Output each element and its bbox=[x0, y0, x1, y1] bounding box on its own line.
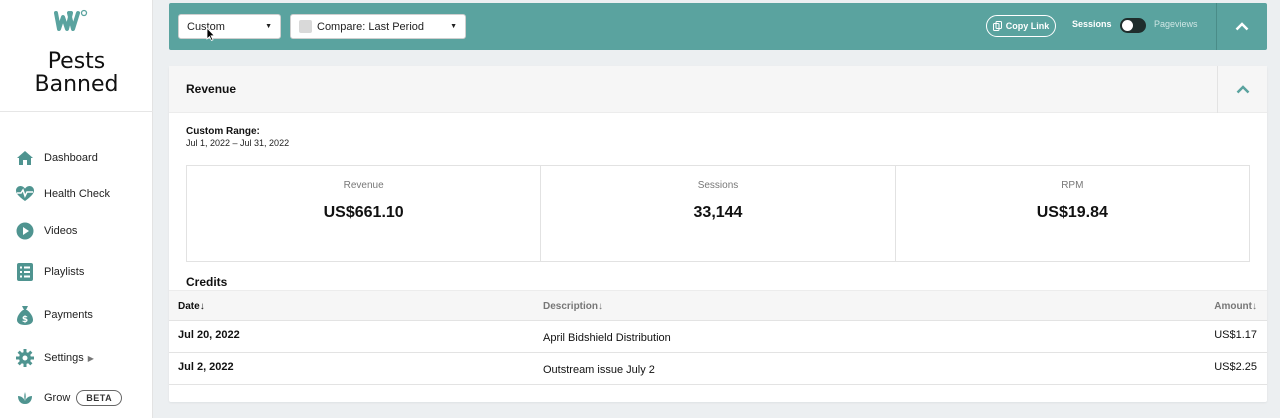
sidebar-divider bbox=[0, 111, 153, 112]
heart-pulse-icon bbox=[16, 185, 34, 203]
mouse-cursor-icon bbox=[206, 27, 216, 41]
stat-rpm: RPM US$19.84 bbox=[896, 166, 1249, 261]
date-range-value: Custom bbox=[187, 20, 225, 33]
chevron-up-icon bbox=[1236, 85, 1249, 94]
beta-badge: BETA bbox=[76, 390, 123, 406]
playlist-icon bbox=[16, 263, 34, 281]
brand-name: Pests Banned bbox=[0, 50, 153, 96]
row-amount: US$1.17 bbox=[1214, 329, 1257, 341]
sidebar-item-playlists[interactable]: Playlists bbox=[16, 263, 84, 281]
row-description: April Bidshield Distribution bbox=[543, 332, 671, 344]
sidebar-item-label: Videos bbox=[44, 225, 78, 237]
collapse-toolbar-button[interactable] bbox=[1217, 3, 1267, 50]
money-bag-icon: $ bbox=[16, 306, 34, 325]
sidebar-item-label: Health Check bbox=[44, 188, 111, 200]
toggle-knob bbox=[1122, 20, 1133, 31]
brand-line-2: Banned bbox=[34, 72, 119, 97]
credits-table: Date↓ Description↓ Amount↓ Jul 20, 2022 … bbox=[169, 290, 1267, 385]
copy-icon bbox=[992, 21, 1002, 31]
sidebar-item-health-check[interactable]: Health Check bbox=[16, 185, 110, 203]
stat-label: RPM bbox=[1061, 180, 1084, 191]
row-amount: US$2.25 bbox=[1214, 361, 1257, 373]
column-header-date[interactable]: Date↓ bbox=[178, 301, 205, 312]
custom-range-value: Jul 1, 2022 – Jul 31, 2022 bbox=[186, 138, 290, 148]
custom-range-label: Custom Range: bbox=[186, 126, 260, 137]
revenue-card-header: Revenue bbox=[169, 66, 1267, 113]
sidebar-item-label: Payments bbox=[44, 309, 93, 321]
sidebar-item-dashboard[interactable]: Dashboard bbox=[16, 149, 98, 167]
stat-label: Sessions bbox=[697, 180, 739, 191]
stat-value: US$19.84 bbox=[1036, 204, 1108, 221]
column-header-amount[interactable]: Amount↓ bbox=[1214, 301, 1257, 312]
toolbar-divider bbox=[1216, 3, 1217, 50]
leaf-icon bbox=[16, 389, 34, 407]
chevron-right-icon: ▶ bbox=[87, 353, 94, 363]
sidebar-item-grow[interactable]: Grow BETA bbox=[16, 389, 123, 407]
caret-down-icon: ▼ bbox=[265, 23, 272, 30]
toggle-sessions-label: Sessions bbox=[1072, 19, 1112, 29]
date-range-select[interactable]: Custom ▼ bbox=[178, 14, 281, 39]
stat-label: Revenue bbox=[343, 180, 384, 191]
stats-panel: Revenue US$661.10 Sessions 33,144 RPM US… bbox=[186, 165, 1250, 262]
svg-text:$: $ bbox=[22, 315, 28, 325]
table-row: Jul 20, 2022 April Bidshield Distributio… bbox=[169, 321, 1267, 353]
copy-link-label: Copy Link bbox=[1005, 21, 1050, 31]
sidebar-item-label: Settings bbox=[44, 352, 84, 364]
home-icon bbox=[16, 149, 34, 167]
revenue-card: Revenue Custom Range: Jul 1, 2022 – Jul … bbox=[169, 66, 1267, 402]
compare-color-swatch bbox=[299, 20, 312, 33]
toggle-pageviews-label: Pageviews bbox=[1154, 19, 1198, 29]
table-row: Jul 2, 2022 Outstream issue July 2 US$2.… bbox=[169, 353, 1267, 385]
sidebar: Pests Banned Dashboard Health Check Vide… bbox=[0, 0, 153, 418]
gear-icon bbox=[16, 349, 34, 367]
column-header-description[interactable]: Description↓ bbox=[543, 301, 604, 312]
collapse-revenue-button[interactable] bbox=[1218, 66, 1267, 113]
caret-down-icon: ▼ bbox=[450, 23, 457, 30]
filter-toolbar: Custom ▼ Compare: Last Period ▼ Copy Lin… bbox=[169, 3, 1267, 50]
chevron-up-icon bbox=[1235, 22, 1249, 31]
sidebar-item-payments[interactable]: $ Payments bbox=[16, 306, 93, 325]
compare-value: Compare: Last Period bbox=[317, 20, 424, 33]
copy-link-button[interactable]: Copy Link bbox=[986, 15, 1056, 37]
brand-line-1: Pests bbox=[47, 49, 106, 74]
sessions-pageviews-toggle[interactable] bbox=[1120, 18, 1146, 33]
sidebar-item-videos[interactable]: Videos bbox=[16, 222, 77, 240]
row-date: Jul 20, 2022 bbox=[178, 329, 240, 341]
stat-value: 33,144 bbox=[693, 204, 743, 221]
stat-sessions: Sessions 33,144 bbox=[541, 166, 896, 261]
row-description: Outstream issue July 2 bbox=[543, 364, 655, 376]
stat-value: US$661.10 bbox=[323, 204, 404, 221]
sidebar-item-settings[interactable]: Settings ▶ bbox=[16, 349, 94, 367]
stat-revenue: Revenue US$661.10 bbox=[187, 166, 542, 261]
card-title: Revenue bbox=[186, 82, 237, 96]
sidebar-item-label: Playlists bbox=[44, 266, 85, 278]
table-header: Date↓ Description↓ Amount↓ bbox=[169, 290, 1267, 321]
play-circle-icon bbox=[16, 222, 34, 240]
compare-select[interactable]: Compare: Last Period ▼ bbox=[290, 14, 466, 39]
header-divider bbox=[1217, 66, 1218, 113]
sidebar-item-label: Grow bbox=[44, 392, 71, 404]
credits-title: Credits bbox=[186, 275, 228, 289]
logo-icon[interactable] bbox=[53, 8, 89, 34]
sidebar-item-label: Dashboard bbox=[44, 152, 98, 164]
row-date: Jul 2, 2022 bbox=[178, 361, 234, 373]
